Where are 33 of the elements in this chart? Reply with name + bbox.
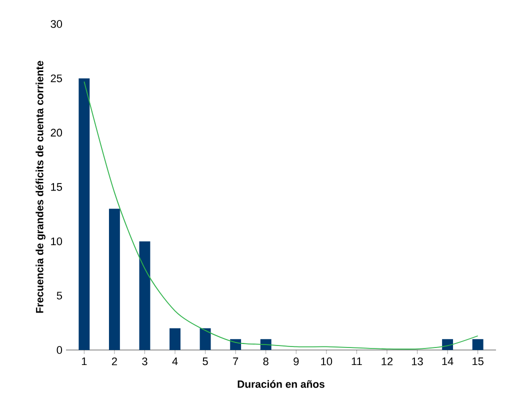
x-tick-label: 13 — [412, 358, 423, 366]
x-tick-label: 12 — [382, 358, 393, 366]
x-tick-label: 5 — [202, 358, 208, 366]
x-tick-label: 1 — [82, 358, 87, 366]
x-tick-label: 14 — [442, 358, 454, 366]
bar — [170, 328, 180, 350]
x-tick-label: 3 — [142, 358, 148, 366]
bar — [200, 328, 211, 350]
bar — [78, 78, 90, 350]
line-series — [84, 81, 478, 350]
x-tick-label: 10 — [321, 358, 332, 366]
y-tick-label: 0 — [56, 346, 62, 354]
y-tick-label: 5 — [56, 292, 62, 300]
y-tick-label: 15 — [51, 183, 62, 191]
y-tick-label: 10 — [51, 237, 62, 246]
x-tick-label: 7 — [233, 358, 238, 366]
bar — [230, 339, 242, 350]
x-tick-label: 11 — [352, 358, 362, 366]
x-tick-label: 9 — [294, 358, 299, 366]
x-tick-label: 2 — [112, 358, 117, 366]
bar — [472, 339, 484, 350]
bar — [108, 208, 120, 350]
y-axis-title: Frecuencia de grandes déficits de cuenta corriente — [36, 60, 46, 313]
bar — [260, 339, 272, 350]
x-tick-label: 4 — [172, 358, 178, 366]
y-tick-label: 30 — [50, 20, 62, 28]
y-tick-label: 25 — [50, 74, 62, 82]
bar — [442, 339, 454, 350]
x-tick-label: 15 — [472, 358, 484, 366]
x-tick-label: 8 — [263, 358, 268, 366]
x-axis-title: Duración en años — [238, 380, 324, 388]
bar — [139, 241, 150, 350]
y-tick-label: 20 — [50, 128, 62, 137]
